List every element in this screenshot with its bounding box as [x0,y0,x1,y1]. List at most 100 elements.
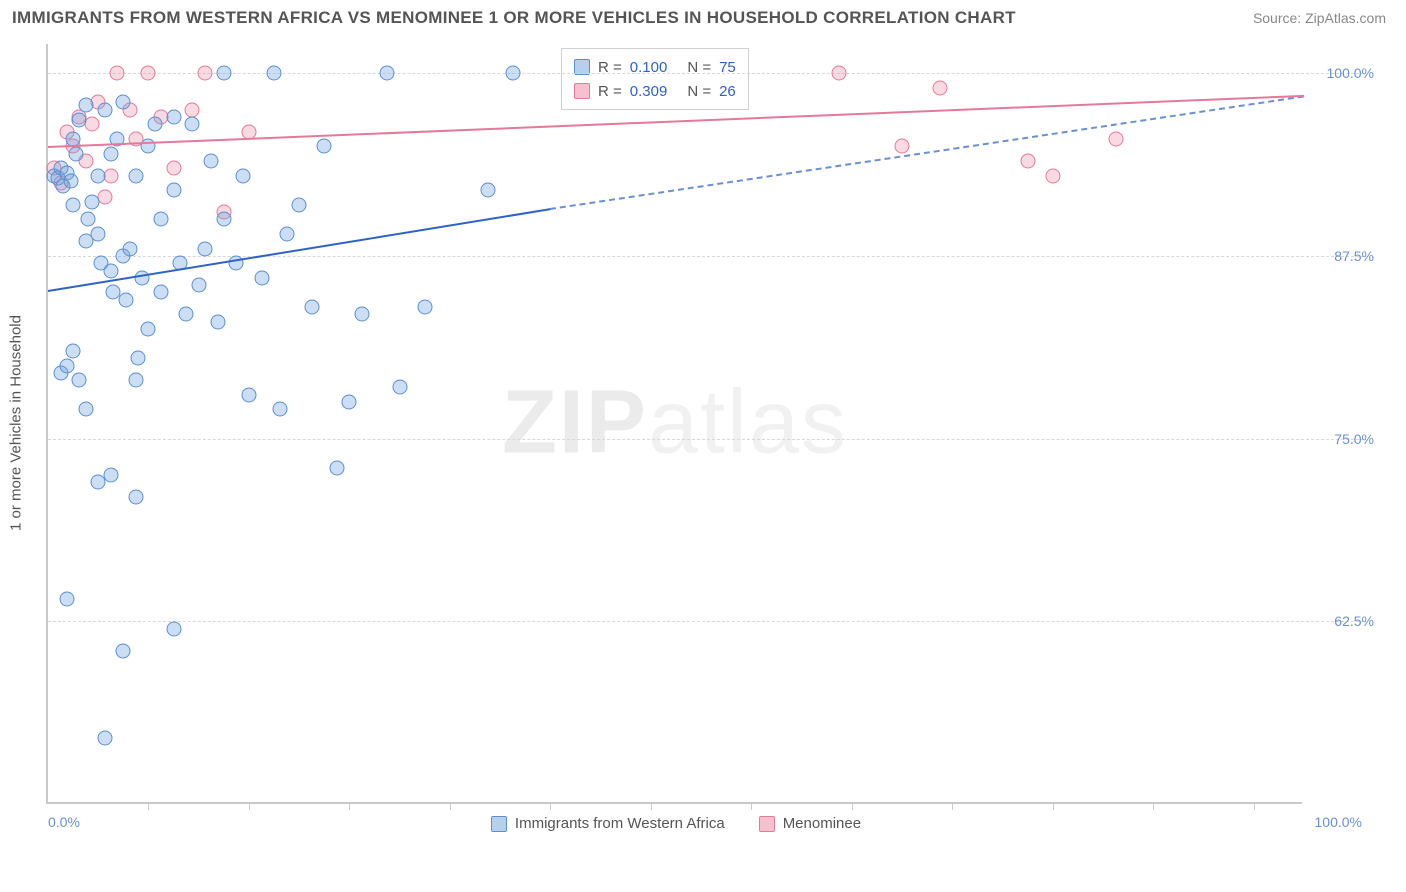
scatter-point-a [103,263,118,278]
scatter-point-a [128,373,143,388]
y-tick-label: 62.5% [1334,613,1374,629]
x-tick [1254,802,1255,810]
scatter-point-a [116,95,131,110]
scatter-point-a [204,153,219,168]
legend-swatch-b [759,816,775,832]
legend-n-label: N = [687,83,711,100]
scatter-point-a [66,343,81,358]
x-tick [1053,802,1054,810]
legend-item-a: Immigrants from Western Africa [491,815,725,832]
scatter-point-a [480,183,495,198]
scatter-point-a [78,98,93,113]
scatter-point-a [91,227,106,242]
x-tick [1153,802,1154,810]
scatter-point-a [147,117,162,132]
scatter-point-a [72,113,87,128]
legend-stats-row: R = 0.309 N = 26 [574,79,736,103]
legend-r-value-b: 0.309 [630,83,668,100]
legend-stats-row: R = 0.100 N = 75 [574,55,736,79]
scatter-point-a [66,197,81,212]
scatter-point-a [216,212,231,227]
scatter-point-a [342,395,357,410]
scatter-point-a [154,212,169,227]
scatter-point-a [254,270,269,285]
scatter-point-b [1045,168,1060,183]
scatter-point-a [304,300,319,315]
scatter-point-b [1020,153,1035,168]
scatter-point-a [59,358,74,373]
trendline-a-dashed [550,95,1304,210]
scatter-point-a [68,146,83,161]
scatter-point-a [78,402,93,417]
chart-title: IMMIGRANTS FROM WESTERN AFRICA VS MENOMI… [12,8,1016,28]
scatter-point-a [166,183,181,198]
scatter-point-b [110,66,125,81]
y-tick-label: 87.5% [1334,248,1374,264]
scatter-point-a [380,66,395,81]
legend-label-a: Immigrants from Western Africa [515,815,725,832]
scatter-point-a [103,146,118,161]
scatter-point-a [292,197,307,212]
scatter-point-b [832,66,847,81]
scatter-point-b [198,66,213,81]
x-tick [751,802,752,810]
chart-source: Source: ZipAtlas.com [1253,10,1386,26]
legend-bottom: Immigrants from Western Africa Menominee [48,815,1304,832]
legend-swatch-a [491,816,507,832]
scatter-point-a [198,241,213,256]
chart-area: ZIPatlas 1 or more Vehicles in Household… [46,44,1386,834]
scatter-point-a [235,168,250,183]
scatter-point-a [166,621,181,636]
x-tick [550,802,551,810]
scatter-point-a [166,110,181,125]
scatter-point-a [128,168,143,183]
scatter-point-a [81,212,96,227]
scatter-point-a [135,270,150,285]
scatter-point-a [97,102,112,117]
scatter-point-a [97,731,112,746]
legend-r-label: R = [598,83,622,100]
scatter-point-b [166,161,181,176]
gridline [48,73,1364,74]
scatter-point-a [241,387,256,402]
scatter-point-a [118,292,133,307]
scatter-point-b [932,80,947,95]
scatter-point-a [185,117,200,132]
scatter-point-a [267,66,282,81]
scatter-point-a [417,300,432,315]
gridline [48,621,1364,622]
x-tick [148,802,149,810]
scatter-point-b [895,139,910,154]
x-tick [651,802,652,810]
scatter-point-a [59,592,74,607]
scatter-point-a [116,643,131,658]
scatter-point-a [317,139,332,154]
legend-item-b: Menominee [759,815,861,832]
y-tick-label: 75.0% [1334,431,1374,447]
chart-header: IMMIGRANTS FROM WESTERN AFRICA VS MENOMI… [0,0,1406,32]
scatter-point-b [141,66,156,81]
scatter-point-b [1108,132,1123,147]
scatter-point-a [179,307,194,322]
scatter-point-a [392,380,407,395]
scatter-point-a [63,174,78,189]
y-tick-label: 100.0% [1327,65,1374,81]
legend-swatch-b [574,83,590,99]
watermark: ZIPatlas [502,372,848,475]
scatter-point-a [141,322,156,337]
scatter-point-b [185,102,200,117]
scatter-point-a [128,490,143,505]
scatter-point-a [122,241,137,256]
gridline [48,439,1364,440]
scatter-point-a [279,227,294,242]
legend-stats: R = 0.100 N = 75 R = 0.309 N = 26 [561,48,749,110]
scatter-point-a [216,66,231,81]
scatter-point-a [355,307,370,322]
legend-n-value-b: 26 [719,83,736,100]
x-tick [349,802,350,810]
scatter-point-a [91,168,106,183]
scatter-point-a [84,194,99,209]
plot-area: ZIPatlas 1 or more Vehicles in Household… [46,44,1302,804]
scatter-point-a [154,285,169,300]
scatter-point-a [131,351,146,366]
